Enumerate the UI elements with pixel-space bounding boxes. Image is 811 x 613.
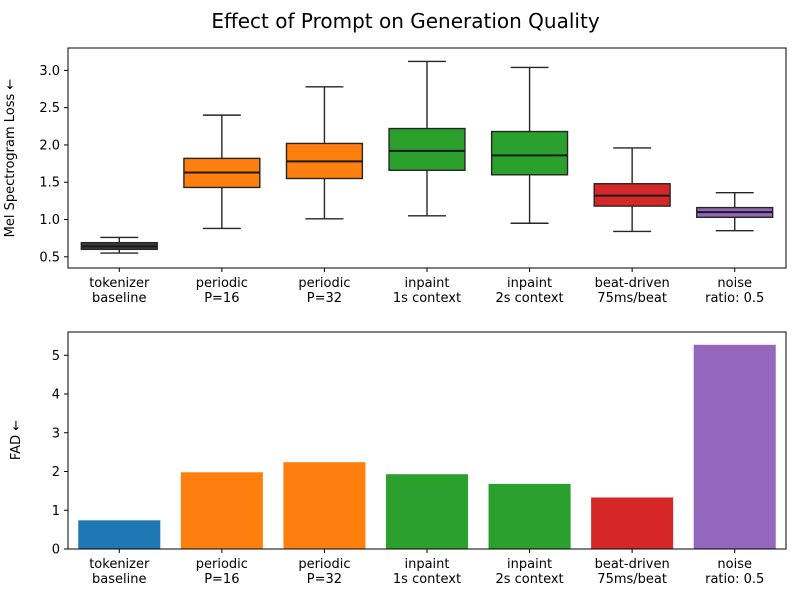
x-category-label: tokenizer baseline (89, 276, 150, 306)
box-5 (593, 147, 671, 233)
bar-1 (180, 472, 263, 549)
x-category-label: periodic P=16 (196, 557, 248, 587)
x-category-label: inpaint 2s context (495, 557, 563, 587)
x-category-line: periodic (298, 276, 350, 291)
x-category-label: noise ratio: 0.5 (705, 276, 764, 306)
x-category-line: P=16 (204, 291, 239, 306)
x-category-line: ratio: 0.5 (705, 291, 764, 306)
x-category-line: tokenizer (89, 276, 150, 291)
y-tick-label: 0.5 (39, 250, 60, 265)
x-category-label: beat-driven 75ms/beat (595, 557, 670, 587)
x-category-line: 75ms/beat (597, 291, 667, 306)
x-category-label: inpaint 1s context (393, 557, 461, 587)
x-category-line: baseline (92, 291, 146, 306)
x-category-line: inpaint (404, 557, 449, 572)
box-4 (490, 66, 569, 224)
x-category-line: 75ms/beat (597, 572, 667, 587)
x-category-label: tokenizer baseline (89, 557, 150, 587)
y-tick-label: 5 (52, 349, 60, 364)
x-category-line: tokenizer (89, 557, 150, 572)
box-body (490, 130, 569, 176)
x-category-line: periodic (196, 276, 248, 291)
box-body (388, 127, 466, 172)
x-category-line: 2s context (495, 572, 563, 587)
x-category-label: beat-driven 75ms/beat (595, 276, 670, 306)
y-tick-label: 3 (52, 426, 60, 441)
bar-6 (693, 344, 776, 549)
bar-3 (385, 474, 469, 549)
x-category-line: beat-driven (595, 276, 670, 291)
box-1 (183, 114, 261, 230)
boxplot-svg: Mel Spectrogram Loss ← 0.5 1.0 1.5 2.0 2.5 3.… (3, 47, 787, 306)
x-category-label: periodic P=16 (196, 276, 248, 306)
y-tick-label: 2 (52, 465, 60, 480)
x-category-line: P=32 (307, 572, 342, 587)
x-category-label: periodic P=32 (298, 276, 350, 306)
x-category-label: inpaint 2s context (495, 276, 563, 306)
x-category-line: P=32 (307, 291, 342, 306)
box-6 (696, 191, 774, 232)
x-category-label: noise ratio: 0.5 (705, 557, 764, 587)
y-tick-label: 4 (52, 388, 60, 403)
y-tick-label: 0 (52, 543, 60, 558)
x-category-line: inpaint (507, 557, 552, 572)
x-category-line: periodic (196, 557, 248, 572)
x-category-line: ratio: 0.5 (705, 572, 764, 587)
x-category-label: inpaint 1s context (393, 276, 461, 306)
boxplot-ylabel: Mel Spectrogram Loss ← (3, 79, 18, 238)
box-0 (80, 236, 158, 254)
bar-4 (488, 483, 571, 549)
y-tick-label: 1.0 (39, 213, 60, 228)
box-3 (388, 60, 466, 217)
x-category-line: noise (717, 276, 752, 291)
x-category-line: baseline (92, 572, 146, 587)
x-category-line: beat-driven (595, 557, 670, 572)
y-tick-label: 3.0 (39, 64, 60, 79)
y-tick-label: 1.5 (39, 176, 60, 191)
figure-title: Effect of Prompt on Generation Quality (211, 9, 600, 33)
y-tick-label: 1 (52, 504, 60, 519)
bar-0 (78, 520, 161, 549)
x-category-line: 1s context (393, 291, 461, 306)
axes-frame (67, 331, 787, 550)
x-category-line: periodic (298, 557, 350, 572)
bar-2 (283, 462, 366, 549)
barchart-ylabel: FAD ← (9, 420, 24, 460)
x-category-line: inpaint (507, 276, 552, 291)
x-category-line: inpaint (404, 276, 449, 291)
x-category-line: 1s context (393, 572, 461, 587)
box-2 (285, 86, 364, 220)
x-category-label: periodic P=32 (298, 557, 350, 587)
y-tick-label: 2.0 (39, 138, 60, 153)
x-category-line: P=16 (204, 572, 239, 587)
x-category-line: noise (717, 557, 752, 572)
bar-5 (591, 497, 674, 549)
x-category-line: 2s context (495, 291, 563, 306)
axes-frame (67, 47, 787, 269)
y-tick-label: 2.5 (39, 101, 60, 116)
